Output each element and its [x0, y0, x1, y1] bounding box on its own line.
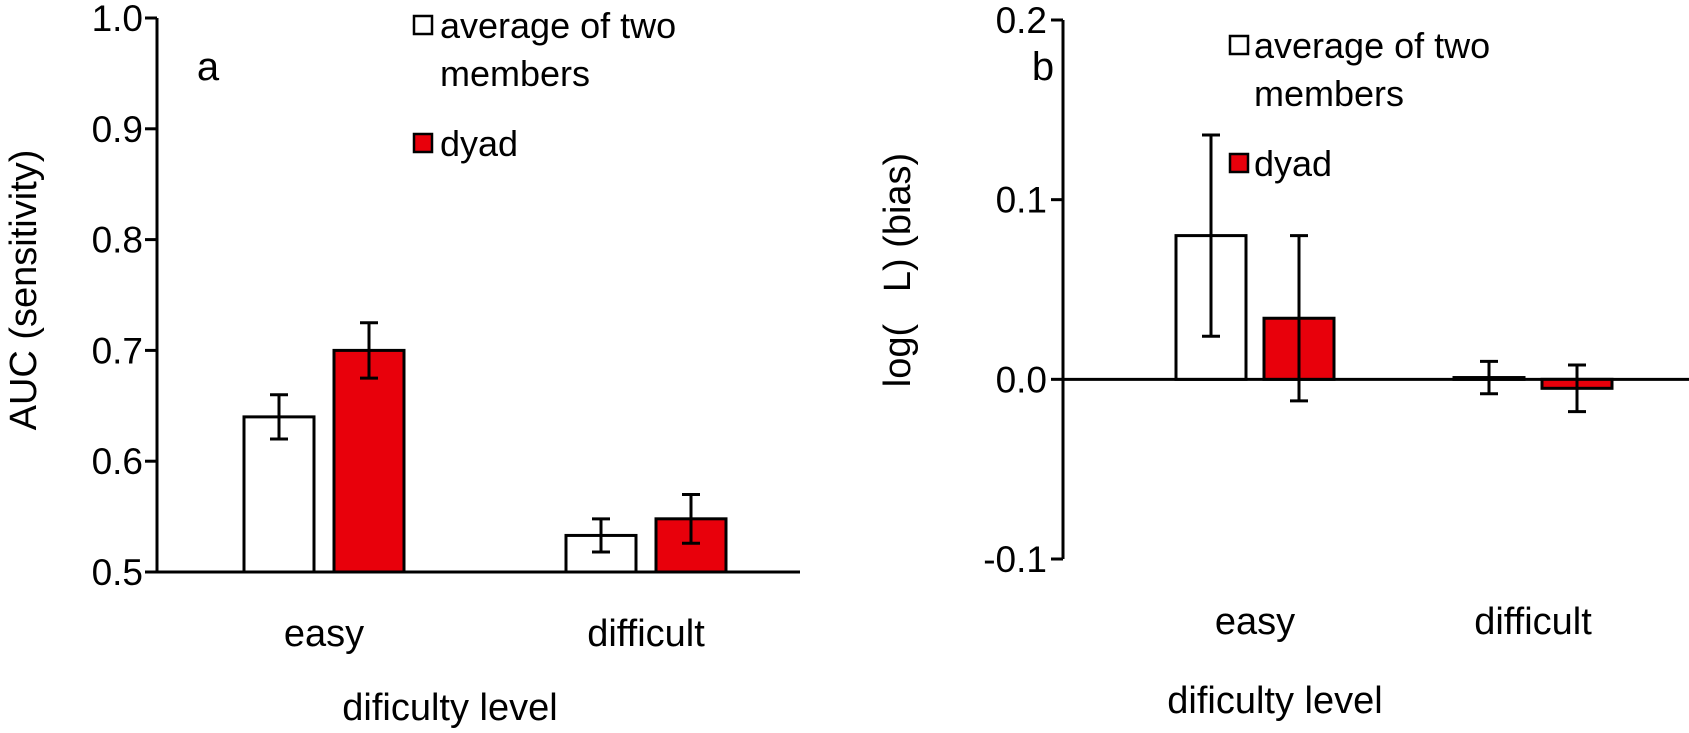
panel-a-y-axis-title: AUC (sensitivity)	[3, 150, 45, 431]
panel-b-x-tick-label: difficult	[1474, 601, 1592, 643]
panel-b-y-tick-label: 0.2	[996, 0, 1047, 41]
panel-b-y-axis-title: log( L) (bias)	[877, 153, 919, 387]
panel-b-x-tick-label: easy	[1215, 601, 1295, 643]
panel-b: b log( L) (bias) dificulty level average…	[877, 0, 1689, 722]
panel-a-bar-dyad-easy	[332, 348, 406, 574]
panel-b-y-tick-label: 0.0	[996, 359, 1047, 400]
panel-a-bar-average-easy	[242, 415, 316, 574]
panel-a-legend-label-average-line2: members	[440, 53, 590, 94]
panel-a-y-tick-label: 0.7	[92, 330, 143, 371]
panel-b-legend-label-dyad: dyad	[1254, 143, 1332, 184]
panel-b-y-tick-label: 0.1	[996, 180, 1047, 221]
panel-a-y-tick-label: 0.8	[92, 220, 143, 261]
panel-a-y-tick-label: 0.5	[92, 552, 143, 593]
panel-b-legend-swatch-average	[1228, 34, 1250, 56]
panel-a: a AUC (sensitivity) dificulty level aver…	[3, 0, 800, 729]
panel-b-legend-label-average-line2: members	[1254, 73, 1404, 114]
panel-a-y-tick-label: 1.0	[92, 0, 143, 39]
panel-a-y-tick-label: 0.6	[92, 441, 143, 482]
panel-b-legend-label-average-line1: average of two	[1254, 25, 1490, 66]
panel-a-legend-swatch-dyad	[412, 132, 434, 154]
panel-a-x-axis-title: dificulty level	[342, 687, 557, 729]
panel-a-legend-label-average-line1: average of two	[440, 5, 676, 46]
panel-a-legend-label-dyad: dyad	[440, 123, 518, 164]
panel-a-label: a	[197, 45, 220, 89]
panel-b-label: b	[1032, 45, 1054, 89]
panel-b-x-axis-title: dificulty level	[1167, 680, 1382, 722]
panel-a-x-tick-label: easy	[284, 613, 364, 655]
panel-a-legend: average of two members dyad	[412, 5, 676, 164]
panel-b-legend-swatch-dyad	[1228, 152, 1250, 174]
panel-b-legend: average of two members dyad	[1228, 25, 1490, 184]
panel-a-legend-swatch-average	[412, 14, 434, 36]
panel-a-y-tick-label: 0.9	[92, 109, 143, 150]
panel-a-x-tick-label: difficult	[587, 613, 705, 655]
panel-b-y-tick-label: -0.1	[983, 539, 1047, 580]
